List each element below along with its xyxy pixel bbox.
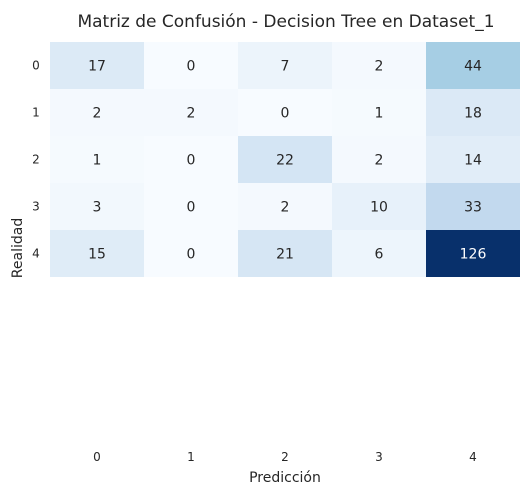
heatmap-cell-1-2 — [238, 89, 332, 136]
y-tick-label: 4 — [32, 247, 40, 261]
x-tick-label: 4 — [469, 450, 477, 464]
heatmap-cell-0-1 — [144, 42, 238, 89]
cell-value-label: 2 — [375, 153, 384, 169]
heatmap-cell-0-0 — [50, 42, 144, 89]
cell-value-label: 0 — [281, 106, 290, 122]
cell-value-label: 6 — [375, 247, 384, 263]
cell-value-label: 0 — [187, 247, 196, 263]
heatmap-cell-4-0 — [50, 230, 144, 277]
x-axis-label: Predicción — [249, 470, 321, 486]
cell-value-label: 15 — [88, 247, 106, 263]
heatmap-cell-1-4 — [426, 89, 520, 136]
heatmap-cell-0-3 — [332, 42, 426, 89]
heatmap-cell-3-4 — [426, 183, 520, 230]
cell-value-label: 3 — [93, 200, 102, 216]
x-tick-label: 3 — [375, 450, 383, 464]
y-axis-ticks: 0 1 2 3 4 — [32, 59, 40, 261]
y-tick-label: 3 — [32, 200, 40, 214]
heatmap-cell-1-1 — [144, 89, 238, 136]
cell-value-label: 2 — [93, 106, 102, 122]
heatmap-cell-4-4 — [426, 230, 520, 277]
cell-value-label: 0 — [187, 200, 196, 216]
cell-value-label: 18 — [464, 106, 482, 122]
cell-value-label: 1 — [375, 106, 384, 122]
heatmap-cell-1-3 — [332, 89, 426, 136]
cell-value-label: 2 — [375, 59, 384, 75]
heatmap-cell-2-3 — [332, 136, 426, 183]
x-tick-label: 0 — [93, 450, 101, 464]
cell-value-label: 0 — [187, 59, 196, 75]
heatmap-cell-4-1 — [144, 230, 238, 277]
cell-value-label: 14 — [464, 153, 482, 169]
cell-value-label: 7 — [281, 59, 290, 75]
y-tick-label: 0 — [32, 59, 40, 73]
heatmap-cell-2-4 — [426, 136, 520, 183]
y-tick-label: 1 — [32, 106, 40, 120]
chart-title: Matriz de Confusión - Decision Tree en D… — [77, 12, 494, 32]
heatmap-cell-4-3 — [332, 230, 426, 277]
x-tick-label: 2 — [281, 450, 289, 464]
heatmap-cell-3-0 — [50, 183, 144, 230]
heatmap-cell-1-0 — [50, 89, 144, 136]
cell-value-label: 126 — [460, 247, 487, 263]
cell-value-label: 33 — [464, 200, 482, 216]
heatmap-cell-0-4 — [426, 42, 520, 89]
heatmap-cell-4-2 — [238, 230, 332, 277]
cell-value-label: 21 — [276, 247, 294, 263]
x-axis-ticks: 0 1 2 3 4 — [93, 450, 477, 464]
cell-value-label: 10 — [370, 200, 388, 216]
x-tick-label: 1 — [187, 450, 195, 464]
heatmap-cell-3-1 — [144, 183, 238, 230]
heatmap-cell-3-3 — [332, 183, 426, 230]
cell-value-label: 0 — [187, 153, 196, 169]
heatmap-cell-0-2 — [238, 42, 332, 89]
heatmap-cell-3-2 — [238, 183, 332, 230]
heatmap-cell-2-0 — [50, 136, 144, 183]
cell-value-label: 1 — [93, 153, 102, 169]
heatmap-cell-2-2 — [238, 136, 332, 183]
cell-value-label: 22 — [276, 153, 294, 169]
y-tick-label: 2 — [32, 153, 40, 167]
cell-value-label: 2 — [187, 106, 196, 122]
heatmap-cell-2-1 — [144, 136, 238, 183]
cell-value-label: 17 — [88, 59, 106, 75]
cell-value-label: 44 — [464, 59, 482, 75]
cell-value-label: 2 — [281, 200, 290, 216]
y-axis-label: Realidad — [10, 218, 26, 278]
